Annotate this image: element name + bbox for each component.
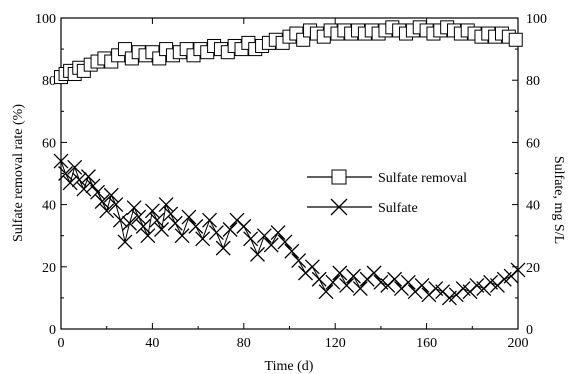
y-right-tick-label: 60 [526, 136, 540, 151]
data-point [62, 175, 78, 191]
data-point [387, 271, 403, 287]
y-left-tick-label: 60 [42, 136, 56, 151]
legend-label: Sulfate removal [378, 171, 467, 186]
data-point [135, 218, 151, 234]
y-left-tick-label: 40 [42, 199, 56, 214]
data-point [291, 253, 307, 269]
data-point [208, 225, 224, 241]
y-right-tick-label: 20 [526, 261, 540, 276]
y-right-tick-label: 0 [526, 323, 533, 338]
data-point [174, 228, 190, 244]
series-sulfate-removal [54, 20, 523, 85]
x-tick-label: 160 [416, 336, 437, 351]
data-point [332, 265, 348, 281]
legend-item: Sulfate [307, 198, 418, 216]
data-point [366, 265, 382, 281]
data-point [202, 212, 217, 228]
y-right-tick-label: 100 [526, 12, 547, 27]
data-point [85, 178, 101, 194]
data-point [71, 172, 87, 188]
y-left-tick-label: 0 [49, 323, 56, 338]
data-point [510, 262, 526, 278]
data-point [158, 197, 174, 213]
data-point [325, 274, 341, 290]
data-point [117, 234, 133, 250]
data-point [122, 215, 138, 231]
data-point [108, 197, 124, 213]
data-point [256, 228, 272, 244]
data-point [144, 203, 160, 219]
x-tick-label: 120 [325, 336, 346, 351]
data-point [222, 222, 238, 237]
data-point [188, 218, 204, 234]
data-point [154, 222, 169, 237]
data-point [80, 169, 96, 185]
legend-marker [331, 169, 347, 185]
data-point [53, 153, 69, 169]
data-point [112, 212, 128, 228]
data-point [311, 271, 327, 287]
legend-marker [330, 198, 348, 216]
data-point [284, 243, 300, 259]
data-point [99, 203, 115, 219]
legend-item: Sulfate removal [307, 169, 467, 186]
y-right-tick-label: 40 [526, 199, 540, 214]
data-point [263, 237, 279, 253]
data-point [250, 246, 265, 262]
data-point [58, 166, 74, 181]
x-tick-label: 80 [237, 336, 251, 351]
data-point [163, 206, 179, 222]
data-point [304, 259, 320, 275]
data-point [76, 181, 92, 197]
y-left-tick-label: 20 [42, 261, 56, 276]
data-point [149, 212, 165, 228]
y-axis-left-title: Sulfate removal rate (%) [11, 104, 26, 242]
y-axis-right-title: Sulfate, mg S/L [551, 156, 566, 244]
data-point [140, 228, 156, 244]
y-left-tick-label: 100 [35, 12, 56, 27]
data-point [181, 209, 197, 225]
data-point [277, 234, 293, 250]
x-axis-title: Time (d) [265, 359, 314, 374]
series-layer [53, 20, 526, 306]
legend: Sulfate removal Sulfate [307, 169, 467, 216]
data-point [215, 240, 231, 256]
legend-label: Sulfate [378, 201, 418, 216]
data-point [318, 284, 334, 300]
data-point [400, 274, 416, 290]
y-left-tick-label: 80 [42, 74, 56, 89]
y-right-tick-label: 80 [526, 74, 540, 89]
data-point [243, 231, 259, 247]
y-axis-right-ticks: 0 20 40 60 80 100 [512, 12, 547, 338]
data-point [339, 278, 355, 293]
data-point [131, 209, 147, 225]
data-point [508, 32, 523, 47]
data-point [270, 225, 286, 241]
x-tick-label: 0 [58, 336, 65, 351]
data-point [167, 215, 183, 231]
data-point [352, 281, 368, 297]
data-point [126, 200, 142, 216]
data-point [67, 159, 83, 175]
series-sulfate [53, 153, 526, 306]
data-point [103, 187, 119, 203]
data-point [94, 194, 110, 209]
x-tick-label: 200 [508, 336, 529, 351]
data-point [236, 218, 252, 234]
data-point [195, 231, 211, 247]
data-point [90, 184, 106, 200]
x-axis-ticks: 0 40 80 120 160 200 [58, 18, 529, 351]
data-point [414, 278, 430, 293]
x-tick-label: 40 [145, 336, 159, 351]
y-axis-left-ticks: 0 20 40 60 80 100 [35, 12, 67, 338]
data-point [346, 268, 361, 284]
